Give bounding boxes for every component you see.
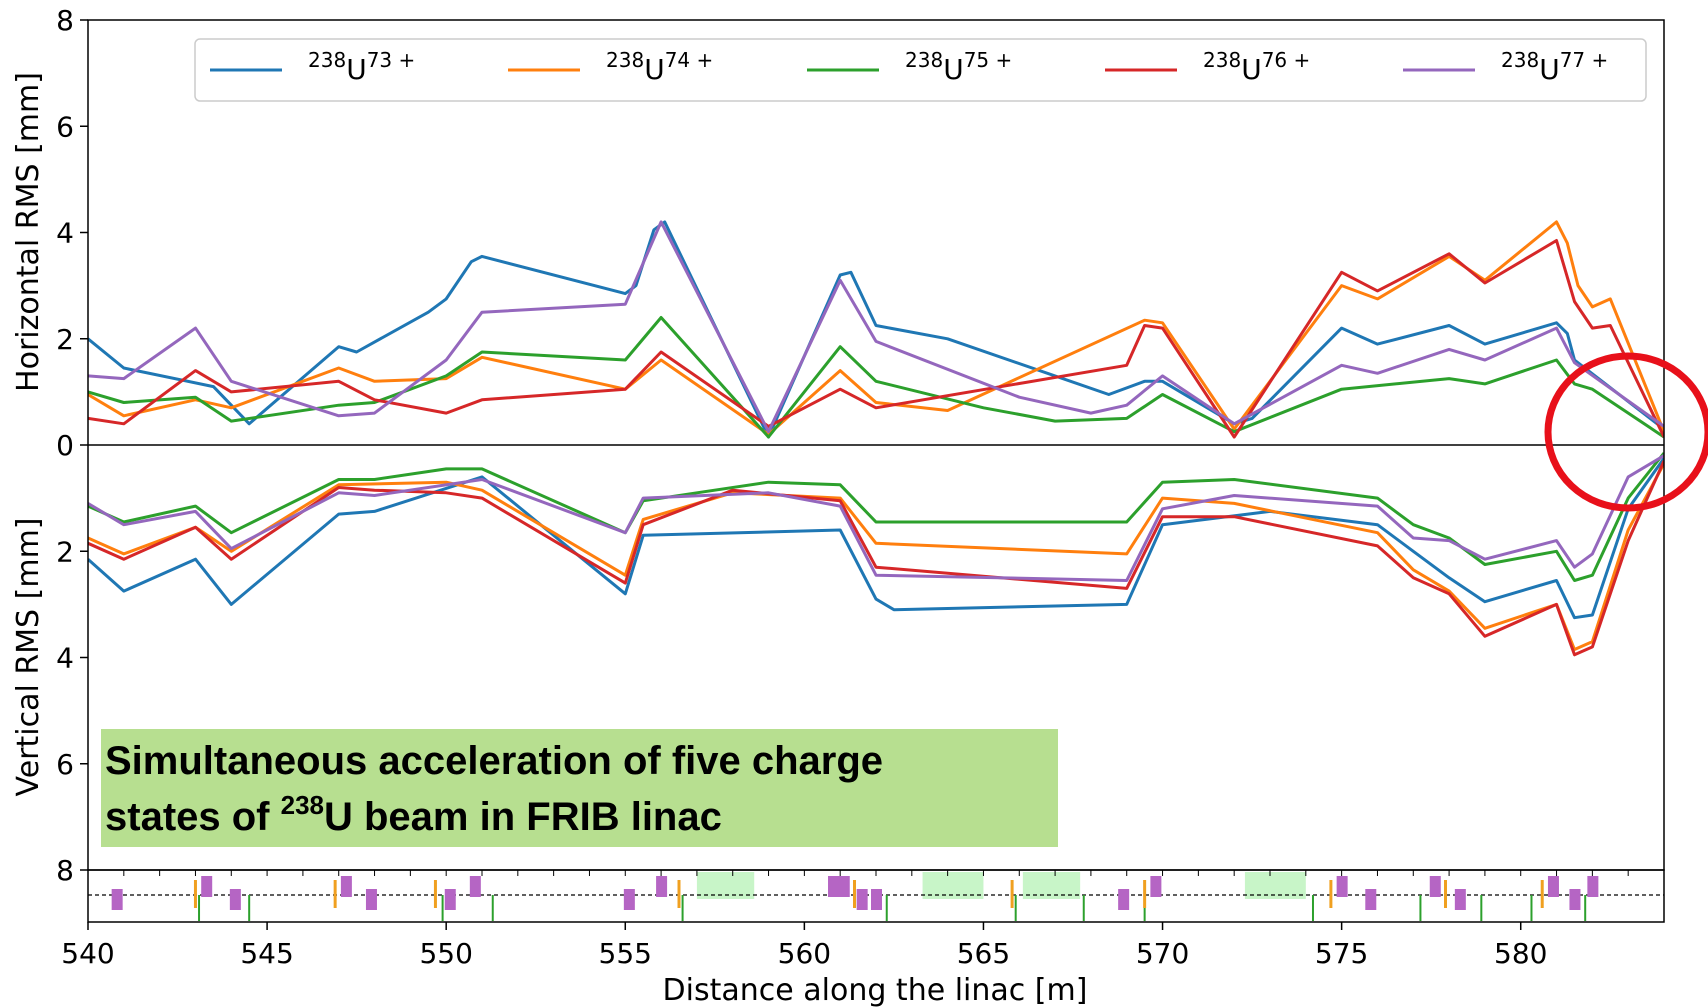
series-line-horizontal-1 bbox=[88, 220, 1664, 439]
y-tick-label: 6 bbox=[56, 748, 74, 781]
lattice-block bbox=[111, 889, 123, 910]
legend-mass: 238 bbox=[905, 48, 943, 72]
legend-element: U bbox=[1539, 53, 1560, 86]
annotation: Simultaneous acceleration of five charge… bbox=[101, 729, 1058, 847]
x-tick-label: 560 bbox=[778, 937, 831, 970]
legend-label-3: 238U75 + bbox=[905, 48, 1012, 86]
series-line-vertical-4 bbox=[88, 460, 1664, 657]
x-tick-label: 545 bbox=[240, 937, 293, 970]
legend-label-5: 238U77 + bbox=[1501, 48, 1608, 86]
lattice-block bbox=[1547, 876, 1559, 897]
lattice-block bbox=[856, 889, 868, 910]
legend-frame bbox=[194, 38, 1647, 102]
x-tick-label: 580 bbox=[1494, 937, 1547, 970]
legend-label-2: 238U74 + bbox=[606, 48, 713, 86]
legend-charge: 74 + bbox=[665, 48, 714, 72]
lattice-block bbox=[201, 876, 213, 897]
y-tick-label: 6 bbox=[56, 110, 74, 143]
annotation-text: states of bbox=[105, 795, 281, 839]
legend: 238U73 +238U74 +238U75 +238U76 +238U77 + bbox=[194, 38, 1647, 102]
y-tick-label: 2 bbox=[56, 535, 74, 568]
lattice-block bbox=[1429, 876, 1441, 897]
annotation-text: U beam in FRIB linac bbox=[324, 795, 722, 839]
legend-mass: 238 bbox=[606, 48, 644, 72]
annotation-box bbox=[101, 729, 1058, 847]
series-lines bbox=[88, 220, 1664, 657]
x-tick-label: 575 bbox=[1315, 937, 1368, 970]
legend-charge: 73 + bbox=[367, 48, 416, 72]
y-axis-label-vertical: Vertical RMS [mm] bbox=[11, 518, 46, 797]
y-tick-label: 8 bbox=[56, 854, 74, 887]
lattice-block bbox=[1454, 889, 1466, 910]
highlight-circle bbox=[1544, 352, 1708, 512]
legend-charge: 76 + bbox=[1262, 48, 1311, 72]
x-tick-label: 555 bbox=[599, 937, 652, 970]
y-tick-label: 4 bbox=[56, 217, 74, 250]
y-tick-label: 8 bbox=[56, 4, 74, 37]
series-line-horizontal-4 bbox=[88, 239, 1664, 439]
lattice-block bbox=[340, 876, 352, 897]
series-line-vertical-2 bbox=[88, 462, 1664, 651]
lattice-block bbox=[365, 889, 377, 910]
y-tick-label: 0 bbox=[56, 429, 74, 462]
series-line-horizontal-3 bbox=[88, 316, 1664, 439]
annotation-line-2: states of 238U beam in FRIB linac bbox=[105, 790, 722, 839]
series-line-vertical-5 bbox=[88, 454, 1664, 582]
lattice-strip bbox=[88, 872, 1664, 921]
lattice-block bbox=[623, 889, 635, 910]
lattice-block bbox=[1569, 889, 1581, 910]
lattice-block bbox=[1118, 889, 1130, 910]
legend-mass: 238 bbox=[1203, 48, 1241, 72]
lattice-block bbox=[1365, 889, 1377, 910]
lattice-block bbox=[1336, 876, 1348, 897]
series-line-horizontal-2 bbox=[88, 220, 1664, 436]
y-tick-label: 4 bbox=[56, 642, 74, 675]
legend-charge: 77 + bbox=[1560, 48, 1609, 72]
x-tick-label: 565 bbox=[957, 937, 1010, 970]
series-line-vertical-1 bbox=[88, 457, 1664, 620]
lattice-band bbox=[1244, 872, 1306, 899]
legend-mass: 238 bbox=[1501, 48, 1539, 72]
legend-element: U bbox=[1241, 53, 1262, 86]
lattice-block bbox=[444, 889, 456, 910]
x-axis-label: Distance along the linac [m] bbox=[663, 973, 1088, 1008]
series-line-horizontal-5 bbox=[88, 220, 1664, 434]
annotation-superscript: 238 bbox=[281, 790, 324, 820]
lattice-block bbox=[656, 876, 668, 897]
lattice-block bbox=[229, 889, 241, 910]
annotation-line-1: Simultaneous acceleration of five charge bbox=[105, 739, 883, 783]
legend-element: U bbox=[943, 53, 964, 86]
legend-label-4: 238U76 + bbox=[1203, 48, 1310, 86]
legend-element: U bbox=[644, 53, 665, 86]
lattice-block bbox=[469, 876, 481, 897]
y-tick-label: 2 bbox=[56, 323, 74, 356]
x-tick-label: 540 bbox=[61, 937, 114, 970]
lattice-block bbox=[828, 876, 840, 897]
legend-charge: 75 + bbox=[964, 48, 1013, 72]
legend-label-1: 238U73 + bbox=[308, 48, 415, 86]
legend-element: U bbox=[346, 53, 367, 86]
lattice-block bbox=[1587, 876, 1599, 897]
lattice-block bbox=[871, 889, 882, 910]
y-axis-label-horizontal: Horizontal RMS [mm] bbox=[11, 72, 46, 392]
lattice-block bbox=[838, 876, 850, 897]
series-line-vertical-3 bbox=[88, 452, 1664, 582]
legend-mass: 238 bbox=[308, 48, 346, 72]
x-tick-label: 570 bbox=[1136, 937, 1189, 970]
lattice-block bbox=[1150, 876, 1162, 897]
x-tick-label: 550 bbox=[419, 937, 472, 970]
